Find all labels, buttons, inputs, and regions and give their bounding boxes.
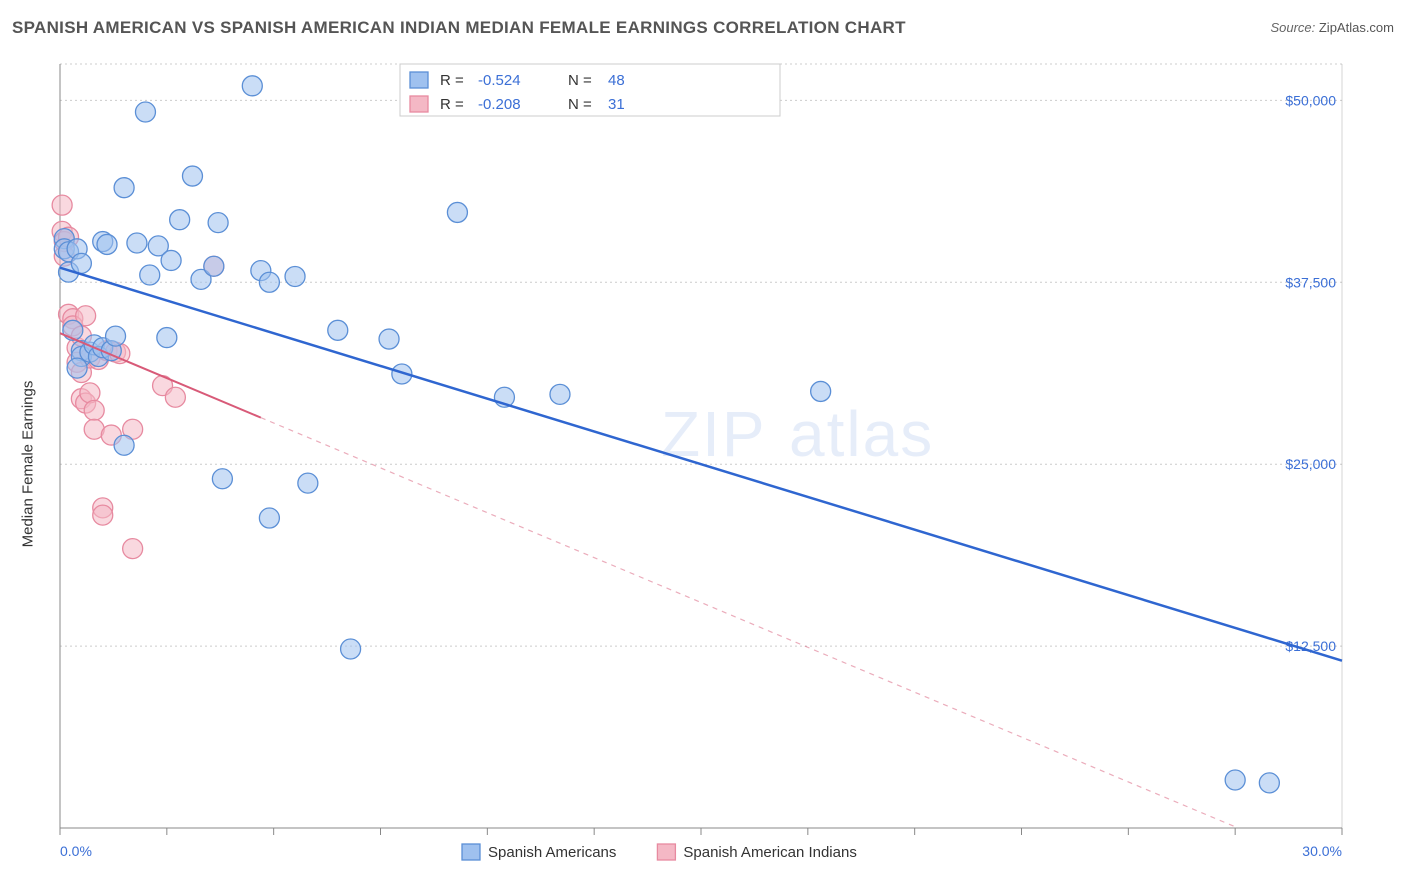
- data-point: [52, 195, 72, 215]
- source-attribution: Source: ZipAtlas.com: [1270, 20, 1394, 35]
- y-tick-label: $25,000: [1285, 456, 1336, 472]
- data-point: [328, 320, 348, 340]
- data-point: [204, 256, 224, 276]
- svg-text:atlas: atlas: [789, 398, 934, 470]
- data-point: [208, 213, 228, 233]
- data-point: [259, 508, 279, 528]
- x-tick-label: 0.0%: [60, 843, 92, 859]
- data-point: [84, 400, 104, 420]
- data-point: [93, 505, 113, 525]
- svg-text:R =: R =: [440, 72, 464, 89]
- data-point: [285, 266, 305, 286]
- data-point: [157, 328, 177, 348]
- svg-text:-0.524: -0.524: [478, 72, 521, 89]
- data-point: [67, 358, 87, 378]
- data-point: [71, 253, 91, 273]
- source-label: Source:: [1270, 20, 1318, 35]
- correlation-scatter-chart: $12,500$25,000$37,500$50,0000.0%30.0%ZIP…: [12, 48, 1394, 880]
- data-point: [170, 210, 190, 230]
- data-point: [242, 76, 262, 96]
- y-tick-label: $37,500: [1285, 274, 1336, 290]
- y-tick-label: $50,000: [1285, 92, 1336, 108]
- series-legend: Spanish Americans Spanish American Indian…: [462, 844, 857, 861]
- svg-text:-0.208: -0.208: [478, 96, 521, 113]
- data-point: [259, 272, 279, 292]
- source-value: ZipAtlas.com: [1319, 20, 1394, 35]
- chart-container: Median Female Earnings $12,500$25,000$37…: [12, 48, 1394, 880]
- data-point: [447, 202, 467, 222]
- legend-item-label: Spanish American Indians: [683, 844, 856, 861]
- data-point: [140, 265, 160, 285]
- data-point: [1259, 773, 1279, 793]
- data-point: [1225, 770, 1245, 790]
- data-point: [114, 178, 134, 198]
- stats-legend: R = -0.524 N = 48 R = -0.208 N = 31: [400, 64, 780, 116]
- data-point: [550, 384, 570, 404]
- data-point: [135, 102, 155, 122]
- data-point: [379, 329, 399, 349]
- data-point: [811, 381, 831, 401]
- legend-item-label: Spanish Americans: [488, 844, 616, 861]
- chart-title: SPANISH AMERICAN VS SPANISH AMERICAN IND…: [12, 18, 906, 37]
- data-point: [80, 383, 100, 403]
- trend-line: [60, 268, 1342, 661]
- watermark: ZIP atlas: [661, 398, 934, 470]
- y-axis-label: Median Female Earnings: [20, 381, 37, 548]
- data-point: [106, 326, 126, 346]
- data-point: [161, 250, 181, 270]
- data-point: [165, 387, 185, 407]
- svg-text:N =: N =: [568, 96, 592, 113]
- svg-text:ZIP: ZIP: [661, 398, 767, 470]
- data-point: [298, 473, 318, 493]
- data-point: [114, 435, 134, 455]
- data-point: [341, 639, 361, 659]
- x-tick-label: 30.0%: [1302, 843, 1342, 859]
- svg-text:R =: R =: [440, 96, 464, 113]
- data-point: [127, 233, 147, 253]
- data-point: [182, 166, 202, 186]
- svg-text:48: 48: [608, 72, 625, 89]
- data-point: [123, 539, 143, 559]
- data-point: [97, 234, 117, 254]
- svg-text:N =: N =: [568, 72, 592, 89]
- svg-text:31: 31: [608, 96, 625, 113]
- data-point: [212, 469, 232, 489]
- data-point: [63, 320, 83, 340]
